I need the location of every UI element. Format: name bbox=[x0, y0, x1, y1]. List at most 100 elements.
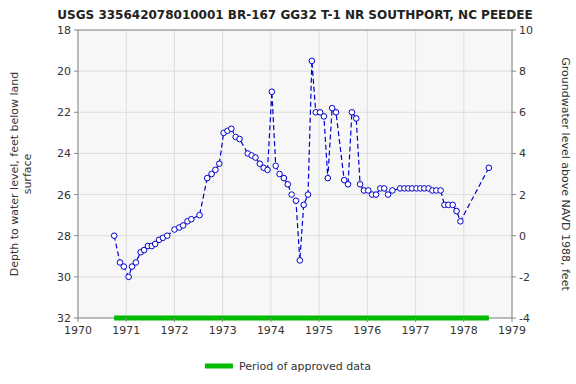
data-point bbox=[454, 208, 460, 214]
data-point bbox=[253, 155, 259, 161]
tick-y2 bbox=[512, 276, 516, 277]
tick-y bbox=[74, 194, 78, 195]
data-point bbox=[325, 175, 331, 181]
tick-y bbox=[74, 318, 78, 319]
tick-label-x: 1979 bbox=[498, 324, 526, 337]
tick-label-y: 24 bbox=[57, 147, 71, 160]
data-point bbox=[297, 258, 303, 264]
data-point bbox=[373, 192, 379, 198]
tick-x bbox=[222, 318, 223, 322]
tick-y bbox=[74, 71, 78, 72]
tick-y2 bbox=[512, 194, 516, 195]
tick-label-y: 20 bbox=[57, 65, 71, 78]
tick-x bbox=[415, 318, 416, 322]
grid-line-y bbox=[78, 112, 512, 113]
data-point bbox=[345, 181, 351, 187]
tick-y2 bbox=[512, 112, 516, 113]
tick-label-y: 28 bbox=[57, 230, 71, 243]
data-point bbox=[229, 126, 235, 132]
axis-label-y2: Groundwater level above NAVD 1988, feet bbox=[559, 57, 572, 291]
legend-swatch bbox=[205, 364, 233, 369]
data-point bbox=[281, 175, 287, 181]
data-point bbox=[390, 188, 396, 194]
tick-label-x: 1975 bbox=[305, 324, 333, 337]
legend: Period of approved data bbox=[205, 360, 371, 373]
data-point bbox=[321, 114, 327, 120]
grid-line-y bbox=[78, 194, 512, 195]
data-point bbox=[438, 188, 444, 194]
tick-label-y2: 8 bbox=[519, 65, 526, 78]
data-point bbox=[213, 167, 219, 173]
tick-y2 bbox=[512, 30, 516, 31]
tick-y bbox=[74, 30, 78, 31]
tick-label-y2: 4 bbox=[519, 147, 526, 160]
data-layer bbox=[111, 58, 491, 280]
tick-y bbox=[74, 276, 78, 277]
data-point bbox=[381, 186, 387, 192]
tick-x bbox=[319, 318, 320, 322]
grid-line-y bbox=[78, 318, 512, 319]
grid-line-y bbox=[78, 276, 512, 277]
tick-label-x: 1972 bbox=[160, 324, 188, 337]
grid-line-y bbox=[78, 235, 512, 236]
axis-label-y: Depth to water level, feet below landsur… bbox=[8, 72, 34, 277]
data-point bbox=[450, 202, 456, 208]
tick-label-y2: -4 bbox=[519, 312, 530, 325]
tick-label-x: 1970 bbox=[64, 324, 92, 337]
tick-label-y: 22 bbox=[57, 106, 71, 119]
data-point bbox=[197, 212, 203, 218]
data-point bbox=[111, 233, 117, 239]
data-point bbox=[265, 167, 271, 173]
grid-line-y bbox=[78, 71, 512, 72]
grid-line-x bbox=[319, 30, 320, 318]
tick-y2 bbox=[512, 318, 516, 319]
period-bar bbox=[114, 316, 489, 321]
grid bbox=[78, 30, 512, 318]
data-point bbox=[133, 260, 139, 266]
tick-y2 bbox=[512, 71, 516, 72]
tick-label-x: 1974 bbox=[257, 324, 285, 337]
grid-line-x bbox=[415, 30, 416, 318]
data-line bbox=[114, 61, 489, 277]
data-point bbox=[353, 116, 359, 122]
tick-x bbox=[126, 318, 127, 322]
data-point bbox=[126, 274, 132, 280]
title: USGS 335642078010001 BR-167 GG32 T-1 NR … bbox=[57, 8, 532, 22]
grid-line-x bbox=[174, 30, 175, 318]
data-point bbox=[309, 58, 315, 64]
data-point bbox=[269, 89, 275, 95]
data-point bbox=[237, 136, 243, 142]
data-point bbox=[301, 202, 307, 208]
tick-x bbox=[512, 318, 513, 322]
data-point bbox=[216, 161, 222, 167]
data-point bbox=[285, 181, 291, 187]
data-point bbox=[189, 216, 195, 222]
tick-label-x: 1978 bbox=[450, 324, 478, 337]
tick-y bbox=[74, 153, 78, 154]
tick-y bbox=[74, 235, 78, 236]
data-point bbox=[349, 109, 355, 115]
tick-label-x: 1976 bbox=[353, 324, 381, 337]
tick-label-y2: 10 bbox=[519, 24, 533, 37]
data-point bbox=[357, 181, 363, 187]
tick-y2 bbox=[512, 235, 516, 236]
tick-label-y2: 0 bbox=[519, 230, 526, 243]
tick-label-y2: 2 bbox=[519, 189, 526, 202]
data-point bbox=[273, 163, 279, 169]
tick-label-x: 1971 bbox=[112, 324, 140, 337]
tick-label-x: 1977 bbox=[402, 324, 430, 337]
data-point bbox=[293, 198, 299, 204]
data-point bbox=[121, 264, 127, 270]
data-point bbox=[305, 192, 311, 198]
tick-x bbox=[367, 318, 368, 322]
grid-line-x bbox=[270, 30, 271, 318]
tick-x bbox=[174, 318, 175, 322]
legend-label: Period of approved data bbox=[239, 360, 371, 373]
tick-label-x: 1973 bbox=[209, 324, 237, 337]
tick-label-y2: -2 bbox=[519, 271, 530, 284]
plot-background bbox=[78, 30, 512, 318]
grid-line-x bbox=[222, 30, 223, 318]
grid-line-x bbox=[367, 30, 368, 318]
tick-x bbox=[463, 318, 464, 322]
data-point bbox=[164, 233, 170, 239]
